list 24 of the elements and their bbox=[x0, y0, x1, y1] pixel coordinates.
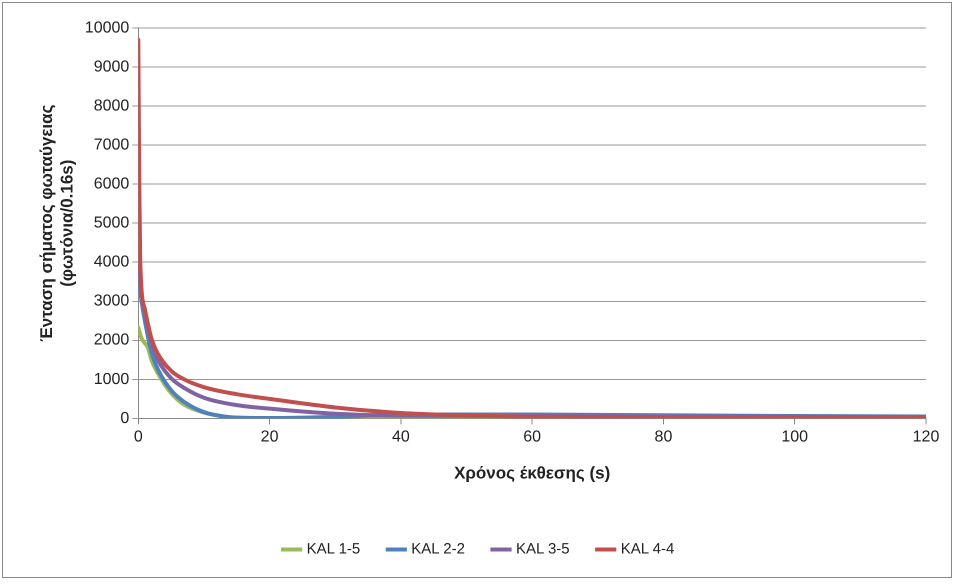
x-axis-title: Χρόνος έκθεσης (s) bbox=[454, 463, 610, 482]
x-tick-label: 120 bbox=[912, 428, 940, 446]
y-tick-label: 4000 bbox=[94, 254, 130, 271]
y-tick-label: 9000 bbox=[94, 58, 130, 76]
y-tick-label: 6000 bbox=[94, 176, 130, 193]
legend-label: KAL 2-2 bbox=[411, 540, 465, 558]
x-tick-label: 60 bbox=[523, 428, 542, 446]
y-tick-label: 10000 bbox=[84, 19, 130, 36]
x-tick-label: 80 bbox=[654, 428, 672, 446]
legend-label: KAL 1-5 bbox=[306, 540, 360, 558]
legend-label: KAL 3-5 bbox=[516, 540, 570, 558]
legend-label: KAL 4-4 bbox=[620, 540, 674, 558]
x-tick-label: 0 bbox=[134, 428, 143, 446]
x-tick-label: 20 bbox=[260, 428, 279, 446]
y-tick-label: 1000 bbox=[94, 370, 130, 388]
y-tick-label: 2000 bbox=[94, 332, 130, 349]
y-tick-label: 0 bbox=[120, 410, 130, 427]
y-tick-label: 5000 bbox=[94, 214, 130, 232]
y-tick-label: 7000 bbox=[94, 136, 130, 154]
y-tick-label: 3000 bbox=[94, 292, 130, 310]
x-tick-label: 40 bbox=[392, 428, 410, 446]
y-axis-title: Ένταση σήματος φωταύγειας (φωτόνια/0.16s) bbox=[36, 104, 76, 342]
x-tick-label: 100 bbox=[781, 428, 808, 446]
y-tick-label: 8000 bbox=[94, 97, 130, 114]
